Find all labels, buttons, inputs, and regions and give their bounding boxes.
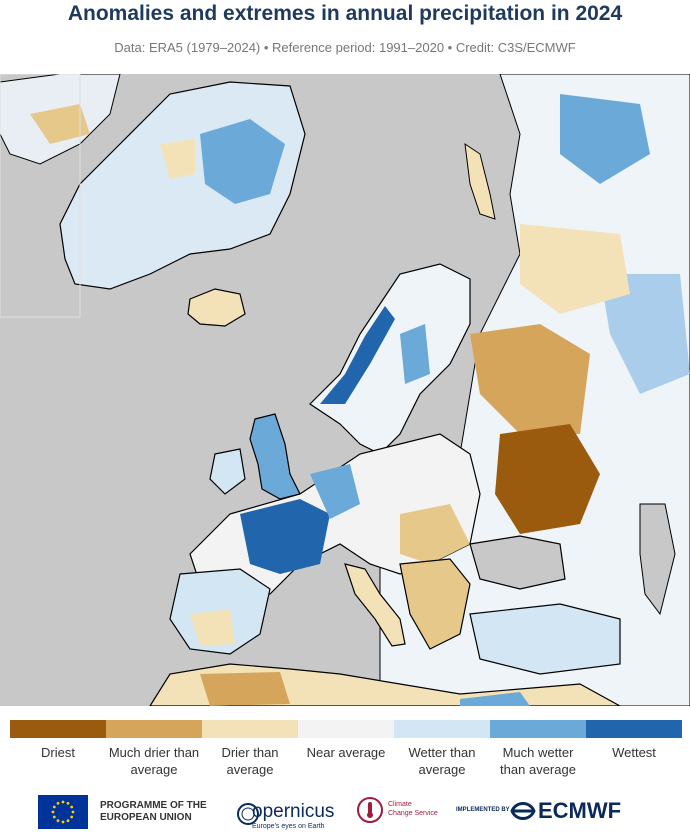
turkey-landmass: [469, 603, 621, 675]
c3s-text: Climate Change Service: [388, 801, 438, 817]
legend-item-near-average: Near average: [298, 720, 394, 761]
legend-item-drier: Drier than average: [202, 720, 298, 778]
copernicus-icon: [237, 803, 259, 825]
c3s-thermometer-icon: [357, 797, 383, 823]
legend-label: Drier than average: [221, 745, 279, 777]
arctic-dry-patch: [30, 104, 90, 144]
ecmwf-icon: [510, 802, 536, 820]
legend-label: Wettest: [612, 745, 656, 760]
balkans-landmass: [399, 558, 471, 650]
benelux-germany-wet: [310, 464, 360, 519]
legend-swatch: [490, 720, 586, 738]
ukraine-driest-patch: [495, 424, 600, 534]
north-africa-wet-patch: [460, 692, 530, 706]
eu-programme-text: PROGRAMME OF THE EUROPEAN UNION: [100, 800, 207, 823]
iberia-dry-patch: [190, 609, 235, 646]
russia-wet-patch-east: [600, 274, 690, 394]
central-europe-drier: [400, 504, 470, 564]
legend-label: Near average: [306, 745, 386, 760]
legend-label: Much drier than average: [108, 745, 200, 777]
page-subtitle: Data: ERA5 (1979–2024) • Reference perio…: [114, 40, 576, 55]
iceland-landmass: [187, 288, 246, 327]
greenland-dry-patch: [160, 139, 195, 179]
legend-item-much-wetter: Much wetter than average: [490, 720, 586, 778]
legend-swatch: [202, 720, 298, 738]
legend-item-driest: Driest: [10, 720, 106, 761]
russia-dry-patch: [470, 324, 590, 434]
legend-label: Driest: [41, 745, 75, 760]
page-title: Anomalies and extremes in annual precipi…: [67, 2, 623, 25]
legend-item-much-drier: Much drier than average: [106, 720, 202, 778]
copernicus-text: opernicus: [252, 801, 335, 822]
copernicus-subtext: Europe's eyes on Earth: [252, 823, 325, 830]
black-sea: [469, 535, 566, 590]
legend-label: Wetter than average: [408, 745, 476, 777]
precipitation-map: [0, 74, 690, 706]
legend-swatch: [10, 720, 106, 738]
legend-label: Much wetter than average: [500, 745, 576, 777]
eu-flag-icon: [38, 795, 88, 829]
legend-swatch: [106, 720, 202, 738]
legend-swatch: [298, 720, 394, 738]
ecmwf-text: ECMWF: [538, 798, 622, 823]
russia-drier-band: [520, 224, 630, 314]
legend-item-wetter: Wetter than average: [394, 720, 490, 778]
legend-item-wettest: Wettest: [586, 720, 682, 761]
novaya-zemlya: [464, 142, 496, 220]
legend-swatch: [586, 720, 682, 738]
implemented-by-text: IMPLEMENTED BY: [456, 807, 510, 813]
legend-swatch: [394, 720, 490, 738]
inset-frame: [0, 74, 81, 318]
france-wet-patch: [240, 499, 330, 574]
finland-wet-patch: [400, 324, 430, 384]
north-africa-dry-patch: [200, 672, 290, 706]
ireland-landmass: [209, 448, 246, 495]
russia-wet-patch-north: [560, 94, 650, 184]
italy-landmass: [344, 563, 406, 647]
caspian-sea: [639, 503, 676, 616]
legend: Driest Much drier than average Drier tha…: [10, 720, 682, 790]
greenland-wet-patch: [200, 119, 285, 204]
footer-logos: PROGRAMME OF THE EUROPEAN UNION opernicu…: [0, 792, 690, 839]
scandinavia-landmass: [309, 263, 471, 455]
norway-wet-coast: [320, 306, 395, 404]
